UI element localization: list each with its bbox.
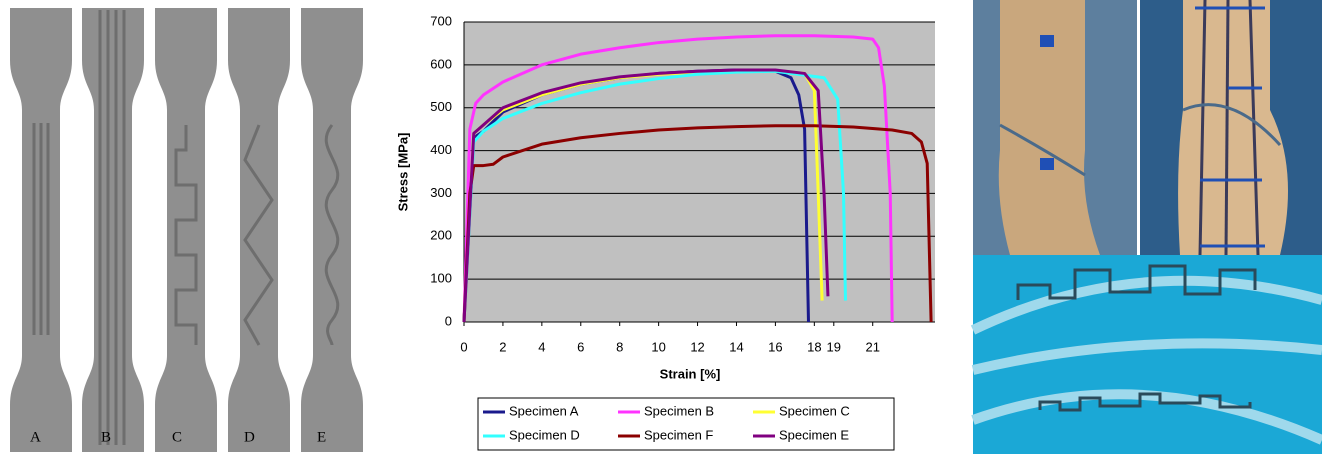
series-line bbox=[462, 124, 933, 323]
legend-box bbox=[477, 397, 895, 451]
grooves bbox=[1198, 0, 1260, 256]
legend-label: Specimen C bbox=[779, 403, 850, 418]
x-tick-label: 10 bbox=[651, 339, 665, 354]
x-tick-label: 0 bbox=[460, 339, 467, 354]
patterns bbox=[32, 10, 340, 445]
x-axis-title: Strain [%] bbox=[660, 366, 721, 381]
specimen bbox=[301, 8, 363, 452]
specimen-label: B bbox=[101, 429, 111, 445]
groove bbox=[1248, 0, 1260, 256]
series-line bbox=[462, 68, 830, 323]
x-tick-label: 19 bbox=[827, 339, 841, 354]
strip-pattern bbox=[1016, 264, 1257, 300]
y-tick-label: 500 bbox=[430, 99, 452, 114]
x-tick-label: 4 bbox=[538, 339, 545, 354]
legend-label: Specimen A bbox=[509, 403, 579, 418]
x-tick-label: 6 bbox=[577, 339, 584, 354]
strip bbox=[971, 338, 1322, 375]
groove bbox=[1198, 0, 1207, 256]
photos bbox=[970, 0, 1322, 454]
y-tick-label: 200 bbox=[430, 228, 452, 243]
x-tick-label: 12 bbox=[690, 339, 704, 354]
chart: Stress [MPa] Strain [%] 0100200300400500… bbox=[395, 13, 935, 451]
photo-strips bbox=[970, 264, 1322, 445]
y-tick-label: 100 bbox=[430, 271, 452, 286]
legend-label: Specimen F bbox=[644, 427, 713, 442]
specimen-photo bbox=[998, 0, 1100, 255]
specimen bbox=[82, 8, 144, 452]
square-wave bbox=[174, 125, 198, 345]
y-tick-label: 0 bbox=[445, 313, 452, 328]
specimen-label: E bbox=[317, 429, 326, 445]
crack bbox=[1182, 103, 1282, 147]
x-tick-label: 16 bbox=[768, 339, 782, 354]
x-tick-label: 14 bbox=[729, 339, 743, 354]
specimen-drawings: A B C D E bbox=[0, 0, 370, 454]
x-tick-label: 2 bbox=[499, 339, 506, 354]
y-tick-label: 600 bbox=[430, 56, 452, 71]
marker bbox=[1040, 35, 1054, 47]
y-tick-label: 700 bbox=[430, 13, 452, 28]
zigzag bbox=[243, 124, 274, 346]
y-tick-label: 300 bbox=[430, 185, 452, 200]
groove bbox=[1224, 0, 1230, 256]
crack bbox=[999, 123, 1086, 177]
specimen-label: D bbox=[244, 429, 255, 445]
specimen-photo bbox=[1178, 0, 1288, 255]
legend-label: Specimen B bbox=[644, 403, 714, 418]
x-tick-label: 21 bbox=[865, 339, 879, 354]
strip bbox=[970, 275, 1322, 335]
marker bbox=[1040, 158, 1054, 170]
y-axis-title: Stress [MPa] bbox=[395, 133, 410, 212]
x-tick-label: 8 bbox=[616, 339, 623, 354]
legend-label: Specimen D bbox=[509, 427, 580, 442]
series-line bbox=[462, 69, 847, 323]
series-line bbox=[462, 34, 894, 323]
strip-pattern bbox=[1038, 392, 1252, 412]
y-tick-label: 400 bbox=[430, 142, 452, 157]
wave bbox=[324, 124, 340, 346]
specimen bbox=[228, 8, 290, 452]
specimen-label: C bbox=[172, 429, 182, 445]
legend-label: Specimen E bbox=[779, 427, 849, 442]
specimen bbox=[155, 8, 217, 452]
gauge-marks bbox=[1195, 6, 1265, 248]
specimen-label: A bbox=[30, 429, 41, 445]
x-tick-label: 18 bbox=[807, 339, 821, 354]
